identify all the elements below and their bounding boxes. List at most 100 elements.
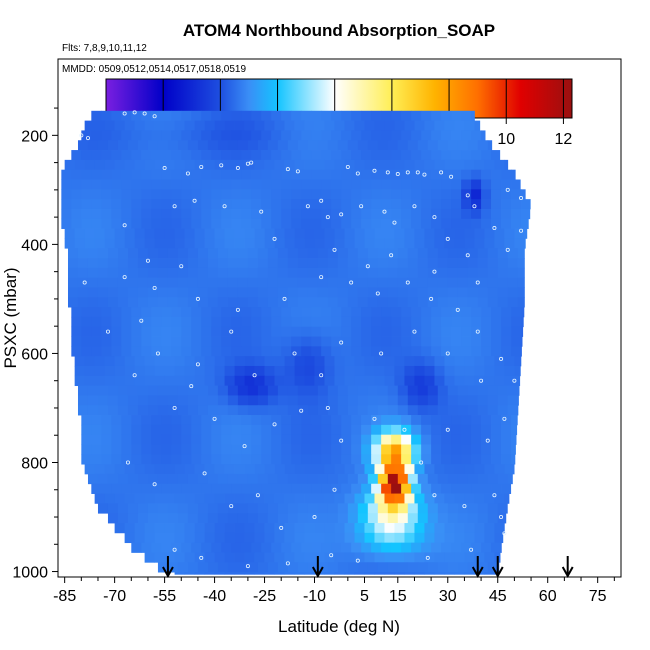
heatmap-cell (521, 336, 523, 347)
heatmap-cell (247, 562, 259, 573)
heatmap-cell (461, 542, 472, 553)
heatmap-cell (334, 523, 345, 534)
heatmap-cell (521, 189, 526, 200)
heatmap-cell (291, 110, 302, 122)
heatmap-cell (191, 444, 202, 455)
heatmap-cell (121, 326, 132, 337)
heatmap-cell (214, 238, 225, 249)
heatmap-cell (361, 483, 372, 494)
heatmap-cell (167, 513, 179, 524)
heatmap-cell (204, 552, 215, 563)
heatmap-cell (217, 503, 229, 514)
heatmap-cell (347, 287, 359, 298)
heatmap-cell (151, 326, 162, 337)
heatmap-cell (254, 572, 265, 575)
heatmap-cell (241, 336, 252, 347)
heatmap-cell (491, 434, 502, 445)
heatmap-cell (251, 454, 262, 465)
heatmap-cell (97, 248, 109, 259)
heatmap-cell (414, 159, 425, 171)
heatmap-cell (504, 464, 515, 475)
heatmap-cell (374, 356, 385, 367)
heatmap-cell (357, 503, 369, 514)
heatmap-cell (301, 336, 312, 347)
sample-point (272, 422, 277, 427)
heatmap-cell (451, 110, 462, 122)
heatmap-cell (367, 405, 379, 416)
heatmap-cell (311, 218, 322, 229)
heatmap-cell (511, 434, 517, 445)
heatmap-cell (181, 316, 192, 328)
heatmap-cell (284, 523, 295, 534)
sample-point (382, 209, 387, 214)
plot-frame (57, 58, 622, 578)
heatmap-cell (434, 552, 445, 563)
heatmap-cell (184, 493, 195, 504)
flight-arrow-head (491, 566, 504, 579)
heatmap-cell (107, 277, 119, 288)
heatmap-cell (454, 532, 465, 544)
heatmap-cell (131, 169, 142, 180)
heatmap-cell (334, 159, 345, 171)
heatmap-cell (101, 130, 112, 141)
heatmap-cell (421, 130, 432, 141)
heatmap-cell (237, 277, 249, 288)
heatmap-cell (247, 473, 259, 485)
heatmap-cell (207, 395, 219, 406)
sample-point (235, 166, 240, 171)
heatmap-cell (517, 277, 525, 288)
heatmap-cell (271, 169, 282, 180)
heatmap-cell (137, 248, 149, 259)
heatmap-cell (231, 189, 242, 200)
colorbar-tick-label: 10 (497, 131, 515, 148)
heatmap-cell (147, 258, 159, 269)
heatmap-cell (134, 228, 146, 239)
heatmap-cell (347, 395, 359, 406)
heatmap-cell (391, 454, 402, 465)
heatmap-cell (331, 424, 342, 436)
heatmap-cell (197, 248, 209, 259)
heatmap-cell (251, 316, 262, 328)
heatmap-cell (441, 483, 452, 494)
heatmap-cell (107, 405, 119, 416)
heatmap-cell (221, 189, 232, 200)
heatmap-cell (324, 375, 335, 387)
heatmap-cell (287, 297, 299, 308)
heatmap-cell (264, 552, 275, 563)
heatmap-cell (191, 179, 202, 190)
heatmap-cell (307, 405, 319, 416)
heatmap-cell (161, 336, 172, 347)
heatmap-cell (201, 179, 212, 190)
heatmap-cell (441, 169, 452, 180)
heatmap-cell (441, 307, 452, 318)
sample-point (192, 198, 197, 203)
heatmap-cell (447, 513, 459, 524)
heatmap-cell (127, 287, 139, 298)
heatmap-cell (361, 189, 372, 200)
heatmap-cell (137, 258, 149, 269)
heatmap-cell (261, 346, 272, 357)
heatmap-cell (254, 552, 265, 563)
heatmap-cell (434, 228, 445, 239)
heatmap-cell (457, 258, 469, 269)
heatmap-cell (131, 454, 142, 465)
heatmap-cell (364, 552, 375, 563)
heatmap-cell (417, 405, 429, 416)
heatmap-cell (437, 267, 449, 279)
heatmap-cell (91, 218, 102, 229)
heatmap-cell (264, 532, 275, 544)
heatmap-cell (254, 493, 265, 504)
heatmap-cell (304, 464, 315, 475)
heatmap-cell (444, 365, 455, 377)
heatmap-cell (227, 503, 239, 514)
heatmap-cell (377, 267, 389, 279)
heatmap-cell (394, 120, 405, 131)
heatmap-cell (491, 542, 502, 553)
heatmap-cell (174, 493, 185, 504)
heatmap-cell (81, 189, 92, 200)
heatmap-cell (177, 258, 189, 269)
heatmap-cell (261, 179, 272, 190)
heatmap-cell (87, 473, 99, 485)
heatmap-cell (404, 356, 415, 367)
heatmap-cell (431, 454, 442, 465)
